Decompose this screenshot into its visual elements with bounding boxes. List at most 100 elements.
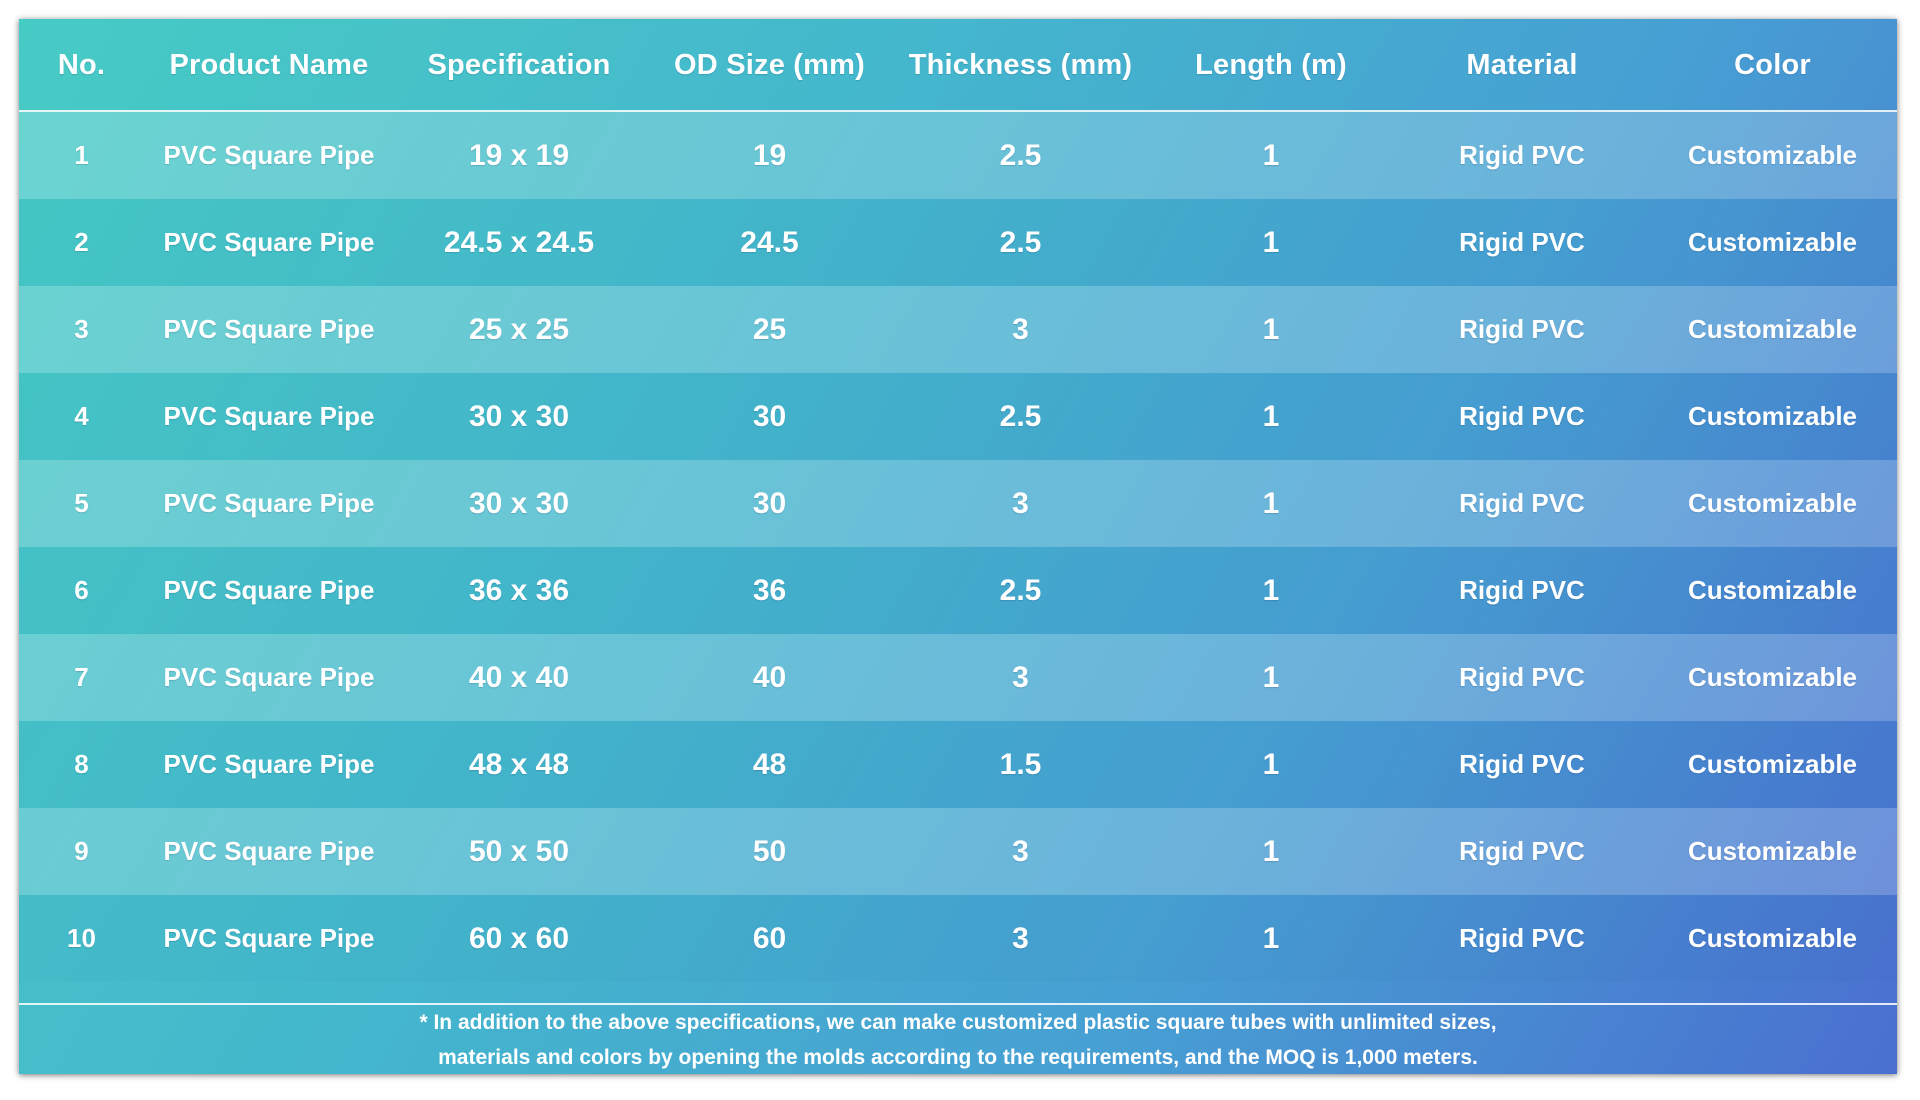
header-no: No. <box>57 49 106 81</box>
cell-specification: 40 x 40 <box>468 660 570 694</box>
cell-thickness: 3 <box>1012 312 1029 346</box>
table-row: 1 PVC Square Pipe 19 x 19 19 2.5 1 Rigid PVC Cu… <box>19 112 1897 199</box>
cell-thickness: 3 <box>1012 486 1029 520</box>
cell-color: Customizable <box>1687 140 1858 170</box>
cell-od-size: 30 <box>752 399 787 433</box>
cell-thickness: 2.5 <box>999 399 1042 433</box>
cell-specification: 24.5 x 24.5 <box>443 225 595 259</box>
footnote-line-1: * In addition to the above specification… <box>419 1010 1497 1034</box>
cell-product-name: PVC Square Pipe <box>163 836 375 866</box>
cell-material: Rigid PVC <box>1459 749 1585 779</box>
cell-product-name: PVC Square Pipe <box>163 662 375 692</box>
cell-thickness: 2.5 <box>999 225 1042 259</box>
table-row: 4 PVC Square Pipe 30 x 30 30 2.5 1 Rigid PVC Cu… <box>19 373 1897 460</box>
cell-color: Customizable <box>1687 662 1858 692</box>
cell-material: Rigid PVC <box>1459 314 1585 344</box>
cell-thickness: 3 <box>1012 660 1029 694</box>
table-row: 5 PVC Square Pipe 30 x 30 30 3 1 Rigid PVC Cust… <box>19 460 1897 547</box>
cell-no: 9 <box>74 836 89 866</box>
cell-material: Rigid PVC <box>1459 575 1585 605</box>
cell-color: Customizable <box>1687 488 1858 518</box>
cell-specification: 30 x 30 <box>468 486 570 520</box>
cell-thickness: 2.5 <box>999 138 1042 172</box>
cell-od-size: 19 <box>752 138 787 172</box>
cell-length: 1 <box>1262 834 1280 868</box>
cell-od-size: 30 <box>752 486 787 520</box>
cell-specification: 60 x 60 <box>468 921 570 955</box>
cell-od-size: 36 <box>752 573 787 607</box>
table-header-row: No. Product Name Specification OD Size (… <box>19 19 1897 112</box>
cell-length: 1 <box>1262 747 1280 781</box>
cell-material: Rigid PVC <box>1459 227 1585 257</box>
cell-color: Customizable <box>1687 836 1858 866</box>
cell-length: 1 <box>1262 312 1280 346</box>
cell-product-name: PVC Square Pipe <box>163 923 375 953</box>
cell-length: 1 <box>1262 573 1280 607</box>
cell-product-name: PVC Square Pipe <box>163 314 375 344</box>
table-row: 2 PVC Square Pipe 24.5 x 24.5 24.5 2.5 1 Rigid… <box>19 199 1897 286</box>
header-thickness: Thickness (mm) <box>908 49 1133 81</box>
cell-length: 1 <box>1262 399 1280 433</box>
cell-no: 6 <box>74 575 89 605</box>
cell-color: Customizable <box>1687 923 1858 953</box>
table-row: 6 PVC Square Pipe 36 x 36 36 2.5 1 Rigid PVC Cu… <box>19 547 1897 634</box>
cell-product-name: PVC Square Pipe <box>163 140 375 170</box>
header-specification: Specification <box>427 49 611 81</box>
cell-no: 10 <box>67 923 96 953</box>
table-row: 9 PVC Square Pipe 50 x 50 50 3 1 Rigid PVC Cust… <box>19 808 1897 895</box>
spec-table-card: No. Product Name Specification OD Size (… <box>19 19 1897 1074</box>
cell-product-name: PVC Square Pipe <box>163 401 375 431</box>
cell-specification: 25 x 25 <box>468 312 570 346</box>
cell-color: Customizable <box>1687 575 1858 605</box>
cell-thickness: 2.5 <box>999 573 1042 607</box>
cell-color: Customizable <box>1687 227 1858 257</box>
header-length: Length (m) <box>1195 49 1347 81</box>
cell-length: 1 <box>1262 138 1280 172</box>
cell-material: Rigid PVC <box>1459 923 1585 953</box>
cell-specification: 48 x 48 <box>468 747 570 781</box>
cell-material: Rigid PVC <box>1459 401 1585 431</box>
cell-material: Rigid PVC <box>1459 488 1585 518</box>
cell-od-size: 48 <box>752 747 787 781</box>
cell-no: 2 <box>74 227 89 257</box>
cell-specification: 36 x 36 <box>468 573 570 607</box>
footnote: * In addition to the above specification… <box>19 1005 1897 1074</box>
cell-length: 1 <box>1262 660 1280 694</box>
cell-color: Customizable <box>1687 749 1858 779</box>
cell-od-size: 40 <box>752 660 787 694</box>
cell-length: 1 <box>1262 921 1280 955</box>
cell-od-size: 25 <box>752 312 787 346</box>
table-row: 7 PVC Square Pipe 40 x 40 40 3 1 Rigid PVC Cust… <box>19 634 1897 721</box>
cell-thickness: 3 <box>1012 834 1029 868</box>
cell-product-name: PVC Square Pipe <box>163 575 375 605</box>
header-product-name: Product Name <box>169 49 369 81</box>
cell-od-size: 24.5 <box>740 225 799 259</box>
cell-no: 1 <box>74 140 89 170</box>
cell-thickness: 1.5 <box>999 747 1042 781</box>
cell-product-name: PVC Square Pipe <box>163 227 375 257</box>
cell-thickness: 3 <box>1012 921 1029 955</box>
spec-table: No. Product Name Specification OD Size (… <box>19 19 1897 1074</box>
cell-length: 1 <box>1262 225 1280 259</box>
cell-material: Rigid PVC <box>1459 662 1585 692</box>
header-material: Material <box>1466 49 1578 81</box>
cell-no: 4 <box>74 401 89 431</box>
cell-no: 8 <box>74 749 89 779</box>
cell-product-name: PVC Square Pipe <box>163 749 375 779</box>
table-row: 3 PVC Square Pipe 25 x 25 25 3 1 Rigid PVC Cust… <box>19 286 1897 373</box>
cell-specification: 30 x 30 <box>468 399 570 433</box>
header-divider <box>19 110 1897 112</box>
cell-specification: 19 x 19 <box>468 138 570 172</box>
footer-divider <box>19 1003 1897 1005</box>
cell-specification: 50 x 50 <box>468 834 570 868</box>
table-row: 8 PVC Square Pipe 48 x 48 48 1.5 1 Rigid PVC Cu… <box>19 721 1897 808</box>
cell-product-name: PVC Square Pipe <box>163 488 375 518</box>
cell-no: 3 <box>74 314 89 344</box>
cell-od-size: 60 <box>752 921 787 955</box>
table-row: 10 PVC Square Pipe 60 x 60 60 3 1 Rigid PVC Cus… <box>19 895 1897 982</box>
cell-color: Customizable <box>1687 401 1858 431</box>
cell-color: Customizable <box>1687 314 1858 344</box>
footnote-line-2: materials and colors by opening the mold… <box>438 1045 1478 1069</box>
header-od-size: OD Size (mm) <box>674 49 865 81</box>
cell-material: Rigid PVC <box>1459 836 1585 866</box>
